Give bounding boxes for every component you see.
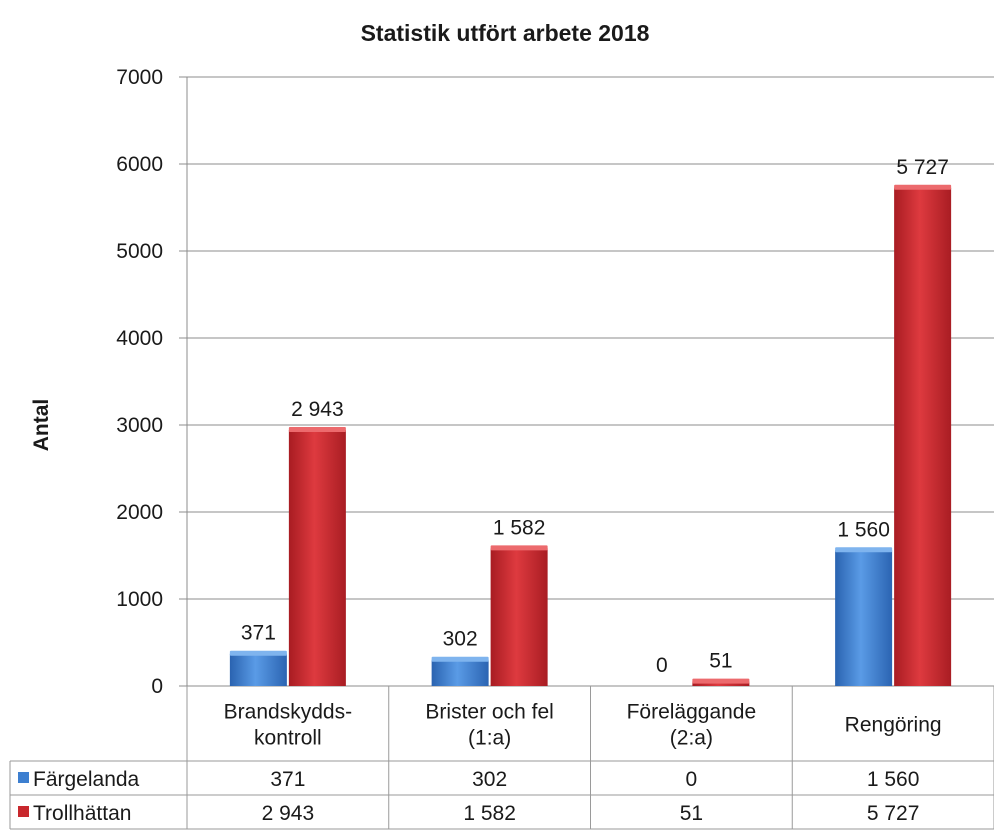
- category-label: Rengöring: [845, 714, 942, 737]
- bars: [229, 184, 952, 686]
- data-label: 51: [709, 650, 732, 673]
- y-tick-label: 5000: [116, 240, 163, 263]
- table-cell: 1 560: [867, 768, 920, 791]
- y-axis-label: Antal: [30, 399, 53, 452]
- y-tick-label: 1000: [116, 588, 163, 611]
- y-tick-labels: 0 1000 2000 3000 4000 5000 6000 7000: [116, 66, 163, 698]
- bar-top-face: [229, 650, 287, 656]
- data-label: 0: [656, 654, 668, 677]
- category-label: kontroll: [254, 727, 322, 750]
- data-table: Brandskydds-kontroll Brister och fel (1:a)…: [9, 686, 994, 830]
- table-cell: 302: [472, 768, 507, 791]
- category-label: (2:a): [670, 727, 713, 750]
- bar-top-face: [894, 184, 952, 190]
- bar-trollhättan: [692, 681, 750, 686]
- legend-label: Färgelanda: [33, 768, 140, 791]
- bar-top-face: [490, 545, 548, 551]
- table-cell: 51: [680, 802, 703, 825]
- legend-label: Trollhättan: [33, 802, 131, 825]
- data-label: 371: [241, 622, 276, 645]
- bar-top-face: [431, 656, 489, 662]
- data-label: 1 582: [493, 516, 546, 539]
- y-tick-label: 0: [151, 675, 163, 698]
- table-cell: 2 943: [262, 802, 315, 825]
- legend-key-färgelanda: [18, 772, 29, 783]
- bar-top-face: [692, 678, 750, 684]
- category-label: Brandskydds-: [224, 701, 352, 724]
- table-cell: 1 582: [463, 802, 516, 825]
- data-label: 302: [443, 628, 478, 651]
- data-label: 2 943: [291, 398, 344, 421]
- bar-top-face: [835, 547, 893, 553]
- y-tick-label: 2000: [116, 501, 163, 524]
- table-cell: 0: [686, 768, 698, 791]
- data-label: 1 560: [837, 518, 890, 541]
- y-tick-label: 7000: [116, 66, 163, 89]
- bar-trollhättan: [288, 429, 346, 686]
- y-tick-label: 4000: [116, 327, 163, 350]
- category-label: Brister och fel: [425, 701, 553, 724]
- y-tick-label: 3000: [116, 414, 163, 437]
- bar-färgelanda: [431, 659, 489, 686]
- chart-title: Statistik utfört arbete 2018: [361, 20, 650, 46]
- table-cell: 371: [270, 768, 305, 791]
- data-labels: 371 302 0 1 560 2 943 1 582 51 5 727: [241, 156, 949, 677]
- table-cell: 5 727: [867, 802, 920, 825]
- bar-färgelanda: [229, 653, 287, 686]
- bar-top-face: [288, 426, 346, 432]
- data-label: 5 727: [896, 156, 949, 179]
- y-tick-label: 6000: [116, 153, 163, 176]
- category-label: Föreläggande: [627, 701, 757, 724]
- legend-key-trollhättan: [18, 806, 29, 817]
- bar-trollhättan: [894, 187, 952, 686]
- bar-färgelanda: [835, 550, 893, 686]
- category-label: (1:a): [468, 727, 511, 750]
- bar-trollhättan: [490, 548, 548, 686]
